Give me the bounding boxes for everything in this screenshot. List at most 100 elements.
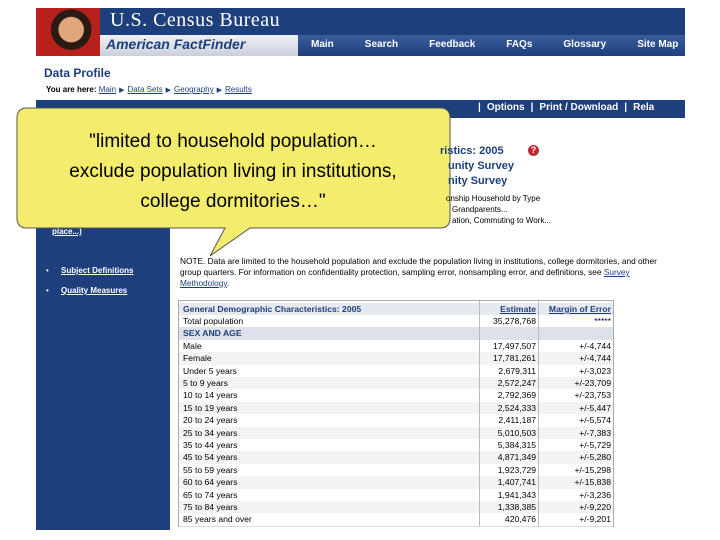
table-row-cell: 85 years and over xyxy=(183,514,252,525)
table-row-cell: 1,407,741 xyxy=(497,477,536,488)
table-row-cell: +/-15,838 xyxy=(574,477,611,488)
table-row-cell: 75 to 84 years xyxy=(183,502,238,512)
nav-link[interactable]: Glossary xyxy=(563,39,607,50)
toolbar-link[interactable]: Rela xyxy=(633,102,655,113)
table-row-cell: +/-23,709 xyxy=(574,378,611,388)
toolbar-link[interactable]: Print / Download xyxy=(539,102,619,113)
note-text: NOTE. Data are limited to the household … xyxy=(180,256,657,277)
table-row-cell: +/-5,729 xyxy=(579,440,611,450)
toolbar-separator: | xyxy=(478,102,481,113)
column-divider xyxy=(538,301,539,526)
toolbar-separator: | xyxy=(624,102,628,113)
table-row-cell: +/-23,753 xyxy=(574,390,611,401)
nav-link[interactable]: Hel xyxy=(709,39,720,50)
breadcrumb-link[interactable]: Results xyxy=(225,85,252,94)
table-row-cell: +/-15,298 xyxy=(574,464,611,475)
report-title-line: nity Survey xyxy=(448,175,508,187)
table-row-cell: +/-3,023 xyxy=(579,365,611,376)
table-row-cell: +/-4,744 xyxy=(579,353,611,364)
data-table: General Demographic Characteristics: 200… xyxy=(178,300,614,527)
callout-bubble xyxy=(16,107,451,257)
breadcrumb: You are here: Main ▶ Data Sets ▶ Geography ▶ R… xyxy=(46,85,252,94)
table-row-cell: 5,010,503 xyxy=(497,427,536,438)
report-topic-line: ation, Commuting to Work... xyxy=(452,216,551,225)
table-row-cell: 20 to 24 years xyxy=(183,415,238,426)
callout-text: "limited to household population… exclude… xyxy=(69,131,396,212)
sidebar-bullet: • xyxy=(46,286,49,295)
column-divider xyxy=(479,301,480,526)
table-row-cell: 65 to 74 years xyxy=(183,489,238,500)
callout-line: "limited to household population… xyxy=(89,131,377,152)
nav-link[interactable]: Search xyxy=(364,39,399,50)
note: NOTE. Data are limited to the household … xyxy=(180,256,670,289)
sidebar-fragment[interactable]: place...) xyxy=(52,227,82,236)
table-row-cell: 17,497,507 xyxy=(492,340,536,351)
sidebar-link[interactable]: Quality Measures xyxy=(61,286,128,295)
table-row-cell: 1,941,343 xyxy=(497,489,536,500)
sidebar-link[interactable]: Subject Definitions xyxy=(61,266,134,275)
table-row-cell: +/-9,201 xyxy=(579,514,611,525)
table-row-cell: +/-9,220 xyxy=(579,502,611,512)
table-row-cell: 17,781,261 xyxy=(492,353,536,364)
breadcrumb-label: You are here: xyxy=(46,85,97,94)
nav-link[interactable]: FAQs xyxy=(506,39,533,50)
table-row-cell: 35,278,768 xyxy=(492,316,536,326)
table-row-cell: 5,384,315 xyxy=(497,440,536,450)
table-row-cell: +/-3,236 xyxy=(579,489,611,500)
table-row-cell: 60 to 64 years xyxy=(183,477,238,488)
callout-line: exclude population living in institution… xyxy=(69,161,396,182)
table-row-cell: Total population xyxy=(183,316,244,326)
product-logo xyxy=(100,35,298,56)
table-row-cell: Under 5 years xyxy=(183,365,237,376)
table-row-cell: 55 to 59 years xyxy=(183,464,238,475)
table-row-cell: Female xyxy=(183,353,212,364)
nav-bar: Main Search Feedback FAQs Glossary Site Map He… xyxy=(298,35,720,56)
table-row-cell: 420,476 xyxy=(504,514,536,525)
table-row-cell: ***** xyxy=(594,316,611,326)
header-row-cell[interactable]: Margin of Error xyxy=(548,304,611,314)
report-topic-line: Grandparents... xyxy=(452,205,508,214)
table-row-cell: 5 to 9 years xyxy=(183,378,228,388)
table-row-bg xyxy=(179,513,613,527)
breadcrumb-link[interactable]: Data Sets xyxy=(127,85,163,94)
table-row-cell: +/-5,280 xyxy=(579,452,611,463)
breadcrumb-link[interactable]: Main xyxy=(98,85,117,94)
nav-link[interactable]: Site Map xyxy=(637,39,679,50)
table-row-cell: 2,792,369 xyxy=(497,390,536,401)
table-row-cell: +/-5,447 xyxy=(579,402,611,413)
page-title: Data Profile xyxy=(44,66,111,80)
nav-link[interactable]: Feedback xyxy=(429,39,476,50)
table-row-cell: 25 to 34 years xyxy=(183,427,238,438)
callout-line: college dormitories…" xyxy=(140,191,325,212)
toolbar-link[interactable]: Options xyxy=(486,102,525,113)
table-row-cell: 10 to 14 years xyxy=(183,390,238,401)
table-row-cell: SEX AND AGE xyxy=(183,328,242,339)
table-row-cell: 45 to 54 years xyxy=(183,452,238,463)
table-row-cell: 2,679,311 xyxy=(498,365,536,376)
table-row-cell: +/-7,383 xyxy=(579,427,611,438)
report-topic-line: onship Household by Type xyxy=(446,194,541,203)
table-row-cell: 4,871,349 xyxy=(497,452,536,463)
header-photo xyxy=(36,8,100,56)
table-row-cell: 15 to 19 years xyxy=(183,402,238,413)
table-row-cell: 2,524,333 xyxy=(497,402,536,413)
note-end: . xyxy=(226,278,230,288)
table-row-cell: 2,411,187 xyxy=(498,415,536,426)
help-icon[interactable]: ? xyxy=(528,145,539,156)
table-row-cell: 1,338,385 xyxy=(497,502,536,512)
header-row-cell: General Demographic Characteristics: 200… xyxy=(183,304,362,314)
table-row-cell: +/-4,744 xyxy=(579,340,611,351)
report-title-line: unity Survey xyxy=(448,160,515,172)
breadcrumb-arrow: ▶ xyxy=(119,87,125,94)
table-row-cell: 1,923,729 xyxy=(497,464,536,475)
header-row-cell[interactable]: Estimate xyxy=(500,304,536,314)
product-name[interactable]: American FactFinder xyxy=(106,36,246,52)
report-title-line: ristics: 2005 xyxy=(440,145,504,157)
note-link[interactable]: Survey Methodology xyxy=(180,267,630,288)
breadcrumb-link[interactable]: Geography xyxy=(174,85,214,94)
table-row-cell: 35 to 44 years xyxy=(183,440,238,450)
nav-link[interactable]: Main xyxy=(311,39,334,50)
bureau-name: U.S. Census Bureau xyxy=(110,9,281,31)
